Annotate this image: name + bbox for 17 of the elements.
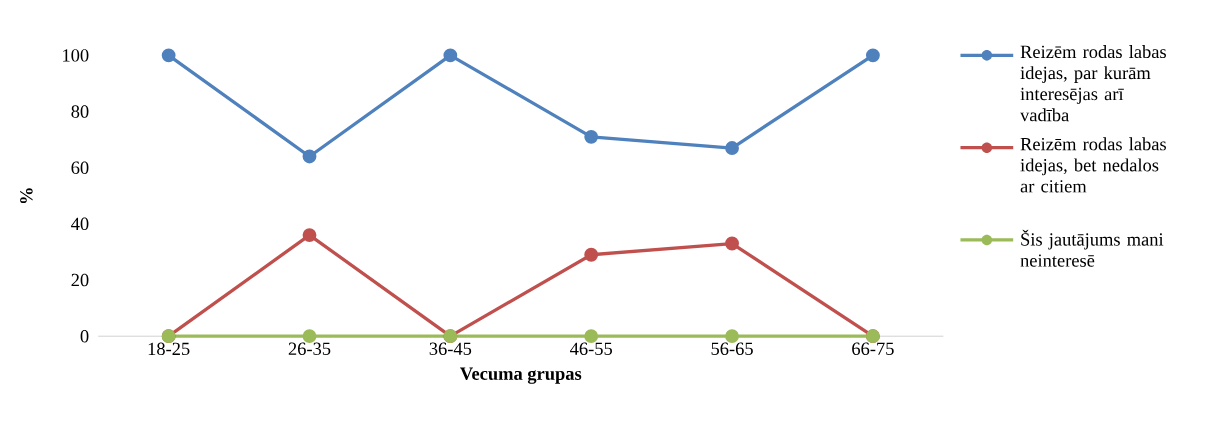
legend-label: Šis jautājums mani neinteresē [1020,229,1164,267]
legend-label: Reizēm rodas labas idejas, bet nedalos ar citiem [1020,137,1166,193]
y-tick-label: 80 [71,105,89,118]
x-tick-label: 18-25 [148,342,190,355]
x-tick-label: 56-65 [711,342,753,355]
y-tick-label: 0 [80,329,89,343]
x-tick-label: 66-75 [852,342,894,355]
y-tick-label: 60 [71,161,89,174]
y-axis-title: % [20,188,33,203]
x-axis-title: Vecuma grupas [460,367,582,384]
y-tick-label: 40 [71,217,89,230]
x-tick-label: 36-45 [429,342,472,355]
y-tick-label: 20 [71,273,89,287]
legend-label: Reizēm rodas labas idejas, par kurām interesējas arī vadība [1020,44,1166,122]
y-tick-label: 100 [63,48,89,62]
x-tick-label: 46-55 [570,342,613,355]
x-tick-label: 26-35 [288,342,331,355]
